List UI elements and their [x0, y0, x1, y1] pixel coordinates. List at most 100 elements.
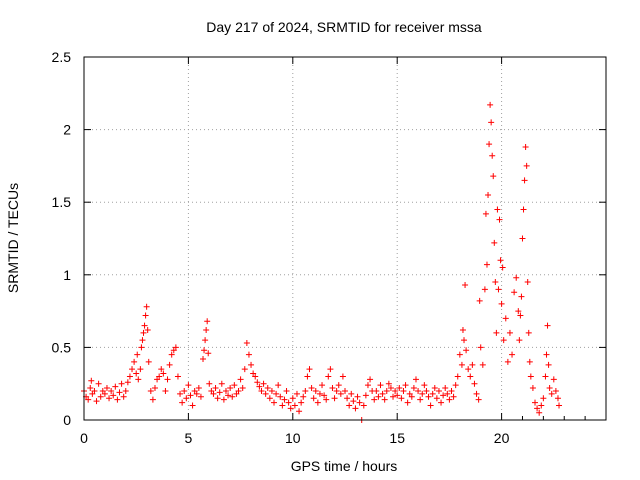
data-point [200, 356, 207, 363]
data-point [527, 373, 534, 380]
data-point [398, 395, 405, 402]
data-point [350, 398, 357, 405]
data-point [529, 385, 536, 392]
data-point [172, 344, 179, 351]
data-point [546, 385, 553, 392]
data-point [440, 392, 447, 399]
data-point [293, 390, 300, 397]
data-point [203, 326, 210, 333]
data-point [488, 119, 495, 126]
data-point [160, 370, 167, 377]
data-point [544, 322, 551, 329]
data-point [483, 261, 490, 268]
data-point [371, 396, 378, 403]
data-point [289, 395, 296, 402]
x-tick-label: 15 [389, 430, 405, 446]
data-point [516, 337, 523, 344]
data-point [492, 279, 499, 286]
data-point [256, 383, 263, 390]
data-point [390, 393, 397, 400]
data-point [248, 361, 255, 368]
data-point [206, 380, 213, 387]
data-point [97, 393, 104, 400]
data-point [189, 402, 196, 409]
data-point [193, 390, 200, 397]
data-point [429, 390, 436, 397]
data-point [526, 358, 533, 365]
data-point [496, 216, 503, 223]
data-point [229, 393, 236, 400]
data-point [103, 385, 110, 392]
data-point [367, 376, 374, 383]
data-point [87, 385, 94, 392]
data-point [442, 385, 449, 392]
data-point [88, 377, 95, 384]
data-point [222, 387, 229, 394]
data-point [129, 366, 136, 373]
data-point [120, 393, 127, 400]
chart-title: Day 217 of 2024, SRMTID for receiver mss… [206, 19, 482, 35]
data-point [485, 191, 492, 198]
data-point [394, 392, 401, 399]
data-point [252, 373, 259, 380]
data-point [404, 399, 411, 406]
data-point [534, 405, 541, 412]
data-point [479, 361, 486, 368]
data-point [302, 387, 309, 394]
data-point [258, 387, 265, 394]
data-point [523, 162, 530, 169]
data-point [174, 373, 181, 380]
data-point [266, 395, 273, 402]
data-point [101, 390, 108, 397]
data-point [137, 366, 144, 373]
data-point [476, 297, 483, 304]
data-point [166, 361, 173, 368]
data-point [498, 300, 505, 307]
data-point [493, 329, 500, 336]
data-point [462, 281, 469, 288]
data-point [241, 366, 248, 373]
data-point [185, 382, 192, 389]
x-tick-label: 0 [80, 430, 88, 446]
data-point [214, 395, 221, 402]
data-point [550, 376, 557, 383]
data-point [212, 385, 219, 392]
data-point [312, 387, 319, 394]
y-axis-ticks: 0 0.5 1 1.5 2 2.5 [52, 49, 606, 428]
data-point [279, 402, 286, 409]
data-point [521, 177, 528, 184]
data-point [281, 396, 288, 403]
data-point [308, 385, 315, 392]
data-point [143, 303, 150, 310]
x-tick-label: 10 [285, 430, 301, 446]
data-point [239, 385, 246, 392]
data-point [138, 344, 145, 351]
data-point [321, 392, 328, 399]
data-point [85, 396, 92, 403]
data-point [354, 393, 361, 400]
data-point [471, 380, 478, 387]
data-point [408, 393, 415, 400]
data-point [467, 373, 474, 380]
data-point [515, 308, 522, 315]
data-point [142, 312, 149, 319]
data-point [335, 382, 342, 389]
data-point [243, 340, 250, 347]
data-point [346, 402, 353, 409]
data-point [373, 387, 380, 394]
data-point [298, 399, 305, 406]
data-points [81, 101, 563, 423]
data-point [362, 392, 369, 399]
y-tick-label: 1.5 [52, 194, 72, 210]
data-point [296, 408, 303, 415]
data-point [383, 387, 390, 394]
data-point [491, 239, 498, 246]
data-point [227, 385, 234, 392]
data-point [379, 390, 386, 397]
x-axis-label: GPS time / hours [291, 458, 398, 474]
data-point [542, 373, 549, 380]
data-point [536, 409, 543, 416]
data-point [134, 351, 141, 358]
data-point [116, 389, 123, 396]
